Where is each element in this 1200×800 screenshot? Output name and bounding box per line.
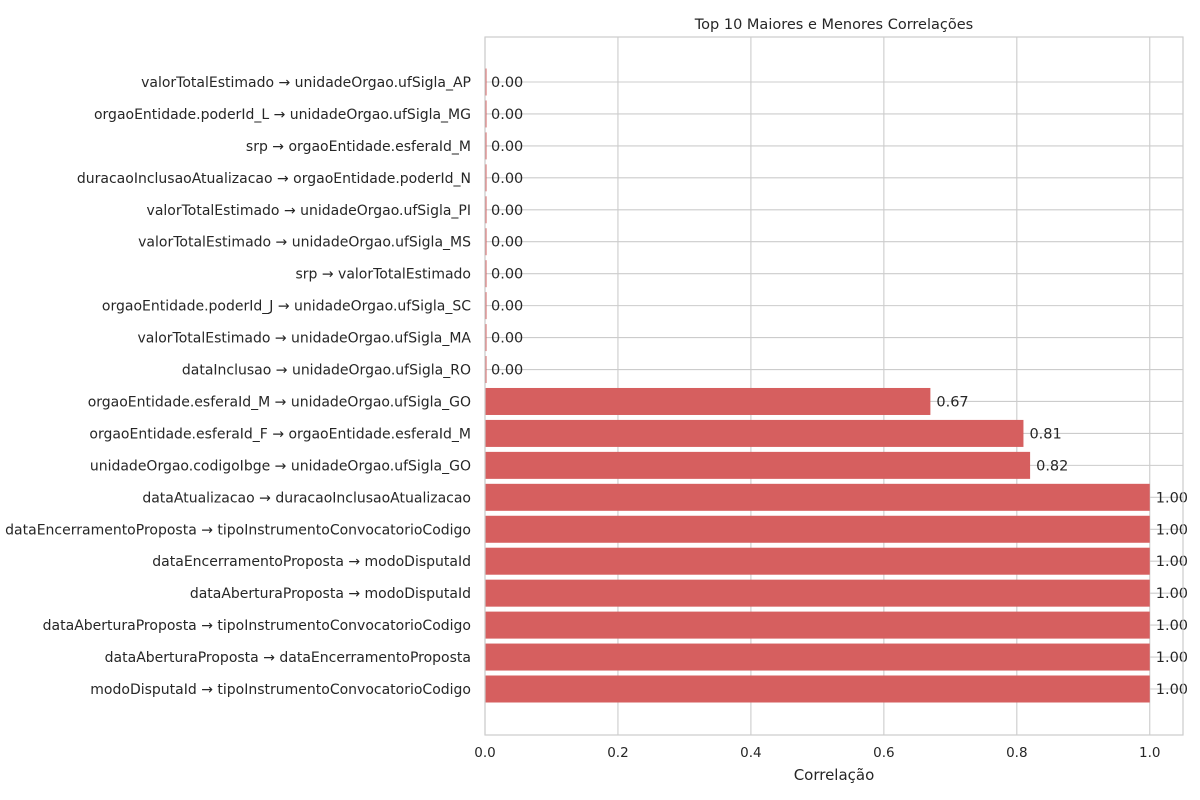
plot-frame bbox=[484, 36, 1184, 736]
data-label: 0.67 bbox=[936, 394, 968, 410]
category-label: orgaoEntidade.poderId_J → unidadeOrgao.u… bbox=[102, 299, 471, 315]
x-axis-ticks: 0.0 0.2 0.4 0.6 0.8 1.0 bbox=[474, 745, 1160, 761]
data-label: 0.00 bbox=[491, 363, 523, 379]
bar bbox=[485, 643, 1150, 671]
data-label: 1.00 bbox=[1156, 650, 1188, 666]
bar bbox=[485, 292, 487, 320]
data-label: 0.00 bbox=[491, 171, 523, 187]
bar bbox=[485, 132, 487, 160]
data-label: 1.00 bbox=[1156, 586, 1188, 602]
category-label: valorTotalEstimado → unidadeOrgao.ufSigl… bbox=[138, 235, 471, 251]
data-label: 1.00 bbox=[1156, 522, 1188, 538]
bar bbox=[485, 387, 931, 415]
x-tick-label: 0.2 bbox=[607, 745, 628, 761]
x-tick-label: 0.8 bbox=[1006, 745, 1027, 761]
bar bbox=[485, 260, 487, 288]
category-label: srp → orgaoEntidade.esferaId_M bbox=[246, 139, 471, 155]
data-label: 0.00 bbox=[491, 299, 523, 315]
data-label: 0.00 bbox=[491, 107, 523, 123]
category-label: dataInclusao → unidadeOrgao.ufSigla_RO bbox=[182, 363, 471, 379]
category-label: dataEncerramentoProposta → tipoInstrumen… bbox=[5, 522, 471, 538]
data-label: 0.82 bbox=[1036, 458, 1068, 474]
category-label: orgaoEntidade.esferaId_M → unidadeOrgao.… bbox=[88, 394, 471, 410]
value-labels: 0.00 0.00 0.00 0.00 0.00 0.00 0.00 0.00 0.00 0.00… bbox=[491, 75, 1188, 698]
category-label: valorTotalEstimado → unidadeOrgao.ufSigl… bbox=[147, 203, 471, 219]
data-label: 1.00 bbox=[1156, 490, 1188, 506]
data-label: 0.81 bbox=[1029, 426, 1061, 442]
chart-title: Top 10 Maiores e Menores Correlações bbox=[694, 17, 973, 33]
category-label: dataAberturaProposta → tipoInstrumentoCo… bbox=[43, 618, 471, 634]
category-label: dataEncerramentoProposta → modoDisputaId bbox=[152, 554, 471, 570]
data-label: 0.00 bbox=[491, 267, 523, 283]
category-label: valorTotalEstimado → unidadeOrgao.ufSigl… bbox=[141, 75, 471, 91]
bar bbox=[485, 100, 487, 128]
bar bbox=[485, 483, 1150, 511]
category-label: valorTotalEstimado → unidadeOrgao.ufSigl… bbox=[137, 331, 471, 347]
bar bbox=[485, 579, 1150, 607]
category-label: dataAberturaProposta → dataEncerramentoP… bbox=[105, 650, 471, 666]
bar bbox=[485, 675, 1150, 703]
bar bbox=[485, 228, 487, 256]
category-label: dataAtualizacao → duracaoInclusaoAtualiz… bbox=[142, 490, 471, 506]
data-label: 0.00 bbox=[491, 331, 523, 347]
category-label: orgaoEntidade.esferaId_F → orgaoEntidade… bbox=[89, 426, 471, 442]
category-label: orgaoEntidade.poderId_L → unidadeOrgao.u… bbox=[94, 107, 471, 123]
bar bbox=[485, 451, 1031, 479]
category-label: srp → valorTotalEstimado bbox=[295, 267, 471, 283]
bar bbox=[485, 547, 1150, 575]
x-axis-label: Correlação bbox=[794, 766, 875, 784]
data-label: 1.00 bbox=[1156, 618, 1188, 634]
data-label: 0.00 bbox=[491, 139, 523, 155]
bar bbox=[485, 611, 1150, 639]
bar bbox=[485, 419, 1024, 447]
category-label: modoDisputaId → tipoInstrumentoConvocato… bbox=[90, 682, 471, 698]
bar bbox=[485, 196, 487, 224]
data-label: 1.00 bbox=[1156, 554, 1188, 570]
category-labels: valorTotalEstimado → unidadeOrgao.ufSigl… bbox=[5, 75, 471, 698]
category-label: duracaoInclusaoAtualizacao → orgaoEntida… bbox=[77, 171, 471, 187]
x-tick-label: 0.0 bbox=[474, 745, 495, 761]
category-label: unidadeOrgao.codigoIbge → unidadeOrgao.u… bbox=[90, 458, 471, 474]
category-label: dataAberturaProposta → modoDisputaId bbox=[190, 586, 471, 602]
bar bbox=[485, 324, 487, 352]
data-label: 0.00 bbox=[491, 75, 523, 91]
bar bbox=[485, 356, 487, 384]
bar bbox=[485, 515, 1150, 543]
x-tick-label: 1.0 bbox=[1139, 745, 1160, 761]
bar bbox=[485, 68, 487, 96]
data-label: 1.00 bbox=[1156, 682, 1188, 698]
x-tick-label: 0.6 bbox=[873, 745, 894, 761]
bar bbox=[485, 164, 487, 192]
data-label: 0.00 bbox=[491, 235, 523, 251]
bars-layer bbox=[485, 68, 1150, 703]
data-label: 0.00 bbox=[491, 203, 523, 219]
x-tick-label: 0.4 bbox=[740, 745, 761, 761]
